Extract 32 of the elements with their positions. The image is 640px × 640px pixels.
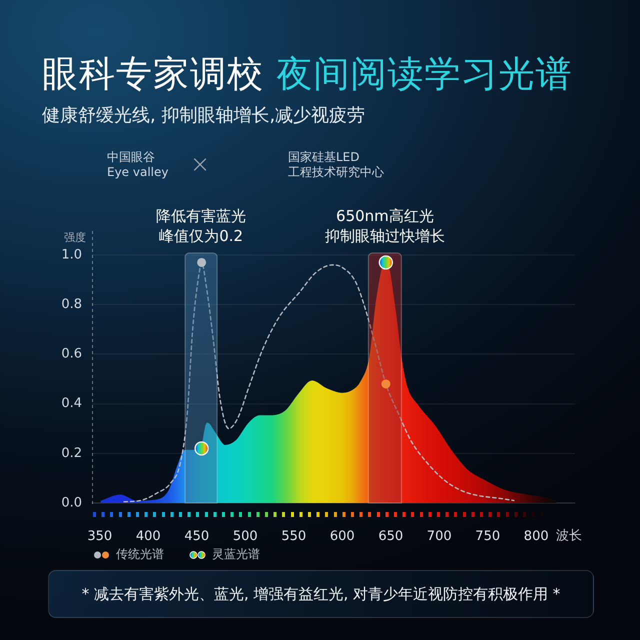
text: * 减去有害紫外光、蓝光, 增强有益红光, 对青少年近视防控有积极作用 * [48, 570, 594, 618]
x-tick-label: 450 [184, 529, 210, 544]
point [381, 379, 390, 388]
legend-label: 灵蓝光谱 [212, 547, 260, 562]
x-tick-label: 500 [232, 529, 258, 544]
x-tick-label: 750 [475, 529, 500, 544]
y-tick-label: 0.6 [61, 346, 82, 362]
y-tick-label: 0.2 [61, 446, 82, 461]
band-label: 降低有害蓝光峰值仅为0.2 [156, 206, 246, 245]
chart-title: 眼科专家调校 夜间阅读学习光谱 [42, 54, 572, 95]
x-tick-label: 600 [330, 529, 355, 544]
x-tick-label: 550 [281, 529, 306, 544]
text: 国家硅基LED 工程技术研究中心 [288, 150, 384, 180]
x-tick-label: 350 [87, 529, 112, 544]
point [194, 441, 209, 456]
x-tick-label: 400 [136, 529, 161, 544]
x-tick-label: 650 [378, 529, 404, 544]
y-tick-label: 0.0 [61, 495, 82, 510]
chart-subtitle: 健康舒缓光线, 抑制眼轴增长,减少视疲劳 [42, 104, 366, 128]
text: × [190, 150, 210, 178]
x-tick-label: 800 [524, 529, 549, 544]
y-axis-title: 强度 [64, 230, 86, 244]
x-axis-title: 波长 [556, 528, 582, 544]
band-label: 650nm高红光抑制眼轴过快增长 [324, 206, 445, 245]
y-tick-label: 0.4 [61, 396, 82, 412]
point [197, 258, 206, 267]
point [378, 255, 393, 270]
y-tick-label: 0.8 [61, 296, 82, 312]
legend-label: 传统光谱 [116, 547, 164, 562]
text: 中国眼谷 Eye valley [107, 150, 168, 180]
y-tick-label: 1.0 [61, 247, 82, 262]
x-tick-label: 700 [426, 529, 452, 544]
